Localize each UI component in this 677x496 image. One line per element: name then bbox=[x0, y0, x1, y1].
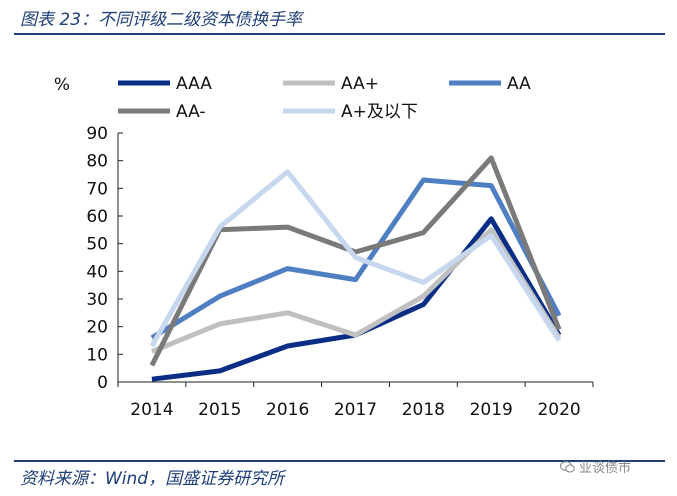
chart-legend: AAA AA+ AA AA- A+及以下 bbox=[118, 74, 531, 122]
series-lines bbox=[149, 155, 562, 382]
legend-label: AA bbox=[507, 74, 531, 94]
wechat-icon bbox=[560, 460, 575, 473]
y-axis-ticks: 0 10 20 30 40 50 60 70 80 90 bbox=[86, 124, 123, 393]
y-tick-label: 30 bbox=[86, 290, 108, 310]
series-line-4 bbox=[149, 169, 562, 348]
x-tick-label: 2018 bbox=[402, 400, 445, 420]
x-axis-ticks: 2014 2015 2016 2017 2018 2019 2020 bbox=[117, 382, 594, 420]
x-tick-label: 2015 bbox=[198, 400, 241, 420]
y-tick-label: 50 bbox=[86, 235, 108, 255]
source-note: 资料来源：Wind，国盛证券研究所 bbox=[20, 469, 285, 489]
legend-label: AAA bbox=[176, 74, 212, 94]
series-line-2 bbox=[150, 177, 562, 340]
legend-label: AA- bbox=[176, 102, 206, 122]
legend-label: A+及以下 bbox=[341, 102, 418, 122]
watermark-text: 业谈债市 bbox=[579, 461, 632, 476]
x-tick-label: 2019 bbox=[470, 400, 513, 420]
legend-label: AA+ bbox=[341, 74, 379, 94]
y-tick-label: 40 bbox=[86, 262, 108, 282]
series-line-1 bbox=[150, 227, 562, 354]
y-tick-label: 0 bbox=[97, 373, 108, 393]
y-tick-label: 80 bbox=[86, 152, 108, 172]
y-tick-label: 10 bbox=[86, 345, 108, 365]
x-tick-label: 2016 bbox=[266, 400, 309, 420]
source-divider bbox=[14, 460, 665, 462]
figure-title: 图表 23：不同评级二级资本债换手率 bbox=[20, 10, 303, 30]
y-axis-label: % bbox=[54, 75, 70, 95]
x-tick-label: 2017 bbox=[334, 400, 377, 420]
watermark: 业谈债市 bbox=[560, 457, 631, 476]
x-tick-label: 2020 bbox=[537, 400, 580, 420]
x-tick-label: 2014 bbox=[130, 400, 173, 420]
y-tick-label: 20 bbox=[86, 318, 108, 338]
title-divider bbox=[14, 33, 665, 35]
y-tick-label: 90 bbox=[86, 124, 108, 144]
y-tick-label: 70 bbox=[86, 179, 108, 199]
y-tick-label: 60 bbox=[86, 207, 108, 227]
